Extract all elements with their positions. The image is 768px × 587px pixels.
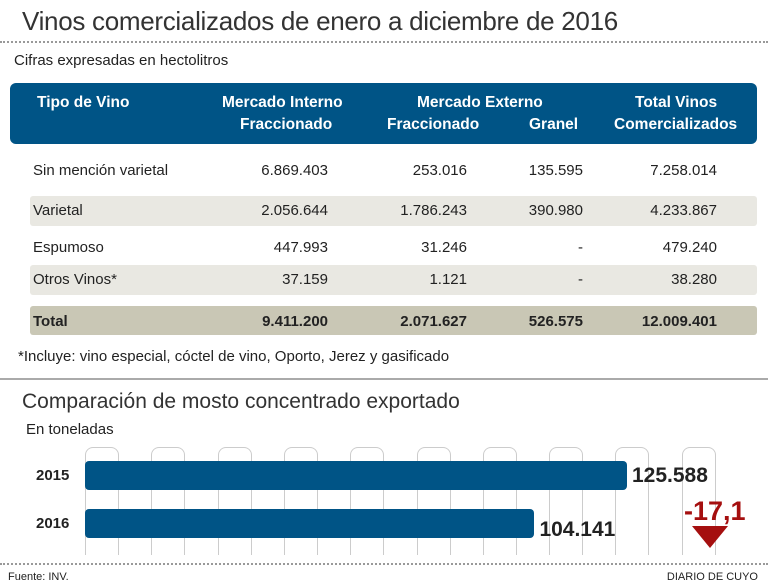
grid-column [416,447,451,555]
table-cell: 1.121 [429,271,467,288]
grid-column [681,447,716,555]
divider [0,41,768,43]
row-band [30,265,757,295]
table-cell: 2.071.627 [400,313,467,330]
table-cell: 38.280 [671,271,717,288]
grid-column [283,447,318,555]
table-cell: 12.009.401 [641,313,717,330]
change-label: -17,1 [684,496,746,526]
table-cell: 31.246 [421,239,467,256]
header-interno-fracc: Fraccionado [240,116,333,133]
header-externo: Mercado Externo [417,94,543,111]
table-header: Tipo de Vino Mercado Interno Fraccionado… [10,83,757,144]
bar-2016 [85,509,535,538]
grid-column [482,447,517,555]
category-label: 2015 [36,467,70,484]
divider [0,563,768,565]
table-cell: 2.056.644 [261,202,328,219]
table-cell: 390.980 [528,202,583,219]
table-cell: 37.159 [282,271,328,288]
category-label: 2016 [36,515,70,532]
table-cell: 253.016 [412,162,467,179]
header-total: Total Vinos [635,94,718,111]
table-cell: 7.258.014 [650,162,717,179]
header-ext-fracc: Fraccionado [387,116,480,133]
row-label: Espumoso [33,239,104,256]
header-tipo: Tipo de Vino [37,94,130,111]
row-label: Otros Vinos* [33,271,117,288]
row-band [30,196,757,226]
table-cell: 6.869.403 [261,162,328,179]
table-cell: - [578,239,583,256]
table-cell: 447.993 [273,239,328,256]
value-label: 125.588 [632,464,708,487]
grid-column [217,447,252,555]
bar-2015 [85,461,627,490]
table-cell: 9.411.200 [262,313,328,330]
row-label: Sin mención varietal [33,162,169,179]
header-total-2: Comercializados [614,116,738,133]
table-cell: 526.575 [528,313,583,330]
row-label: Varietal [33,202,83,219]
row-label: Total [33,313,68,330]
brand: DIARIO DE CUYO [666,571,758,583]
header-ext-granel: Granel [529,116,579,133]
down-arrow-icon [692,526,728,548]
page-title: Vinos comercializados de enero a diciemb… [22,6,618,36]
grid-column [151,447,186,555]
value-label: 104.141 [539,518,616,541]
header-interno: Mercado Interno [222,94,343,111]
grid-column [350,447,385,555]
table-cell: 135.595 [528,162,583,179]
chart-title: Comparación de mosto concentrado exporta… [22,390,460,413]
table-cell: 1.786.243 [400,202,467,219]
source: Fuente: INV. [8,571,69,583]
grid-column [85,447,119,555]
divider [0,378,768,380]
total-band [30,306,757,335]
table-cell: 479.240 [662,239,717,256]
table-cell: - [578,271,583,288]
grid-column [615,447,650,555]
footnote: *Incluye: vino especial, cóctel de vino,… [18,348,450,365]
table-cell: 4.233.867 [650,202,717,219]
chart-subtitle: En toneladas [26,421,114,438]
grid-column [549,447,584,555]
table-subtitle: Cifras expresadas en hectolitros [14,52,229,69]
